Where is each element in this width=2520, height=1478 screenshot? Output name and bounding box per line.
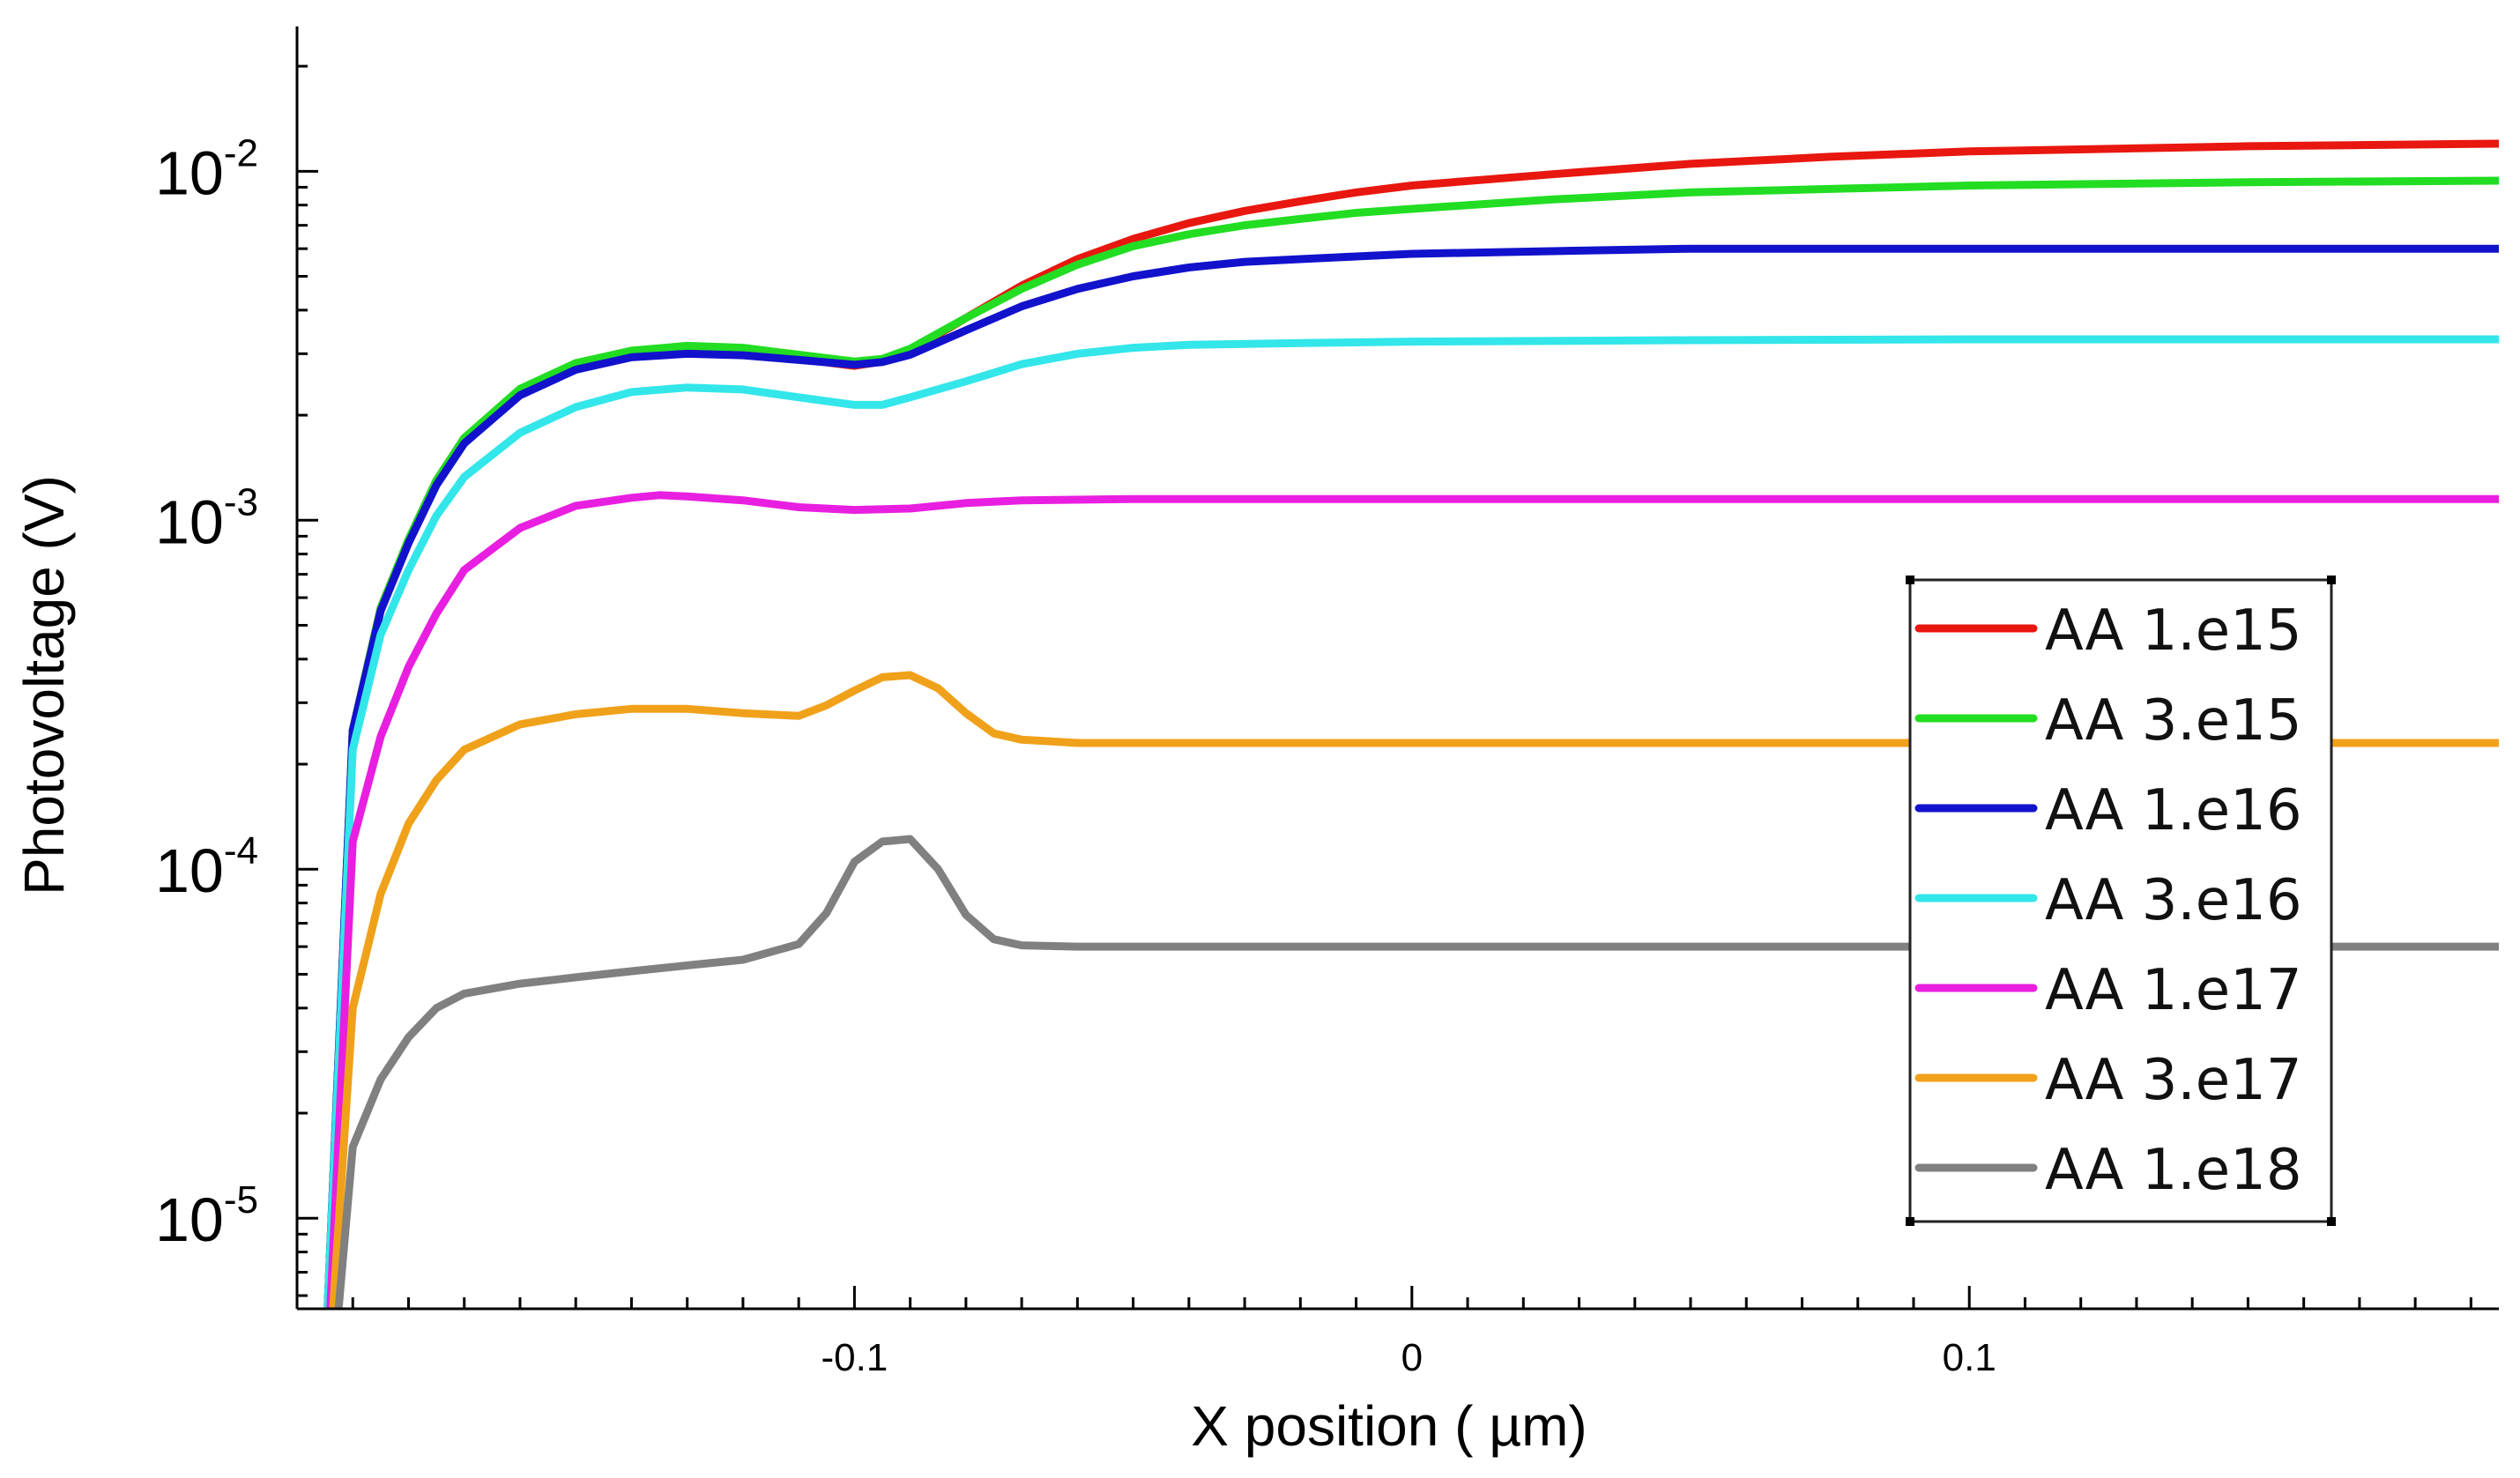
x-tick-label-2: 0.1 <box>1943 1336 1996 1379</box>
legend-corner-handle <box>1906 576 1914 584</box>
legend-label-6: AA 1.e18 <box>2045 1138 2302 1203</box>
series-layer <box>323 139 2499 1309</box>
x-tick-label-0: -0.1 <box>821 1336 888 1379</box>
legend-label-0: AA 1.e15 <box>2045 598 2302 664</box>
x-axis-title: X position ( µm) <box>1191 1394 1587 1458</box>
y-tick-label-0: 10-2 <box>155 131 258 207</box>
legend-corner-handle <box>1906 1217 1914 1226</box>
y-tick-label-3: 10-5 <box>155 1178 258 1254</box>
axes-layer: -0.1 0 0.1 10-2 10-3 10-4 10-5 X position ( µm)… <box>12 26 2499 1458</box>
legend-label-3: AA 3.e16 <box>2045 868 2302 933</box>
series-line-6 <box>334 835 2499 1309</box>
legend: AA 1.e15 AA 3.e15 AA 1.e16 AA 3.e16 AA 1.e17… <box>1906 576 2336 1226</box>
plot-area <box>323 139 2499 1309</box>
x-tick-label-1: 0 <box>1401 1336 1423 1379</box>
series-line-2 <box>323 244 2499 1309</box>
legend-label-1: AA 3.e15 <box>2045 688 2302 754</box>
series-line-5 <box>329 671 2499 1309</box>
legend-corner-handle <box>2327 576 2336 584</box>
series-line-4 <box>326 491 2499 1309</box>
y-axis-title: Photovoltage (V) <box>12 475 76 895</box>
legend-label-5: AA 3.e17 <box>2045 1048 2302 1113</box>
legend-corner-handle <box>2327 1217 2336 1226</box>
legend-label-2: AA 1.e16 <box>2045 778 2302 843</box>
y-tick-label-2: 10-4 <box>155 829 258 905</box>
y-tick-label-1: 10-3 <box>155 480 258 556</box>
legend-label-4: AA 1.e17 <box>2045 958 2302 1023</box>
series-line-3 <box>323 335 2499 1309</box>
